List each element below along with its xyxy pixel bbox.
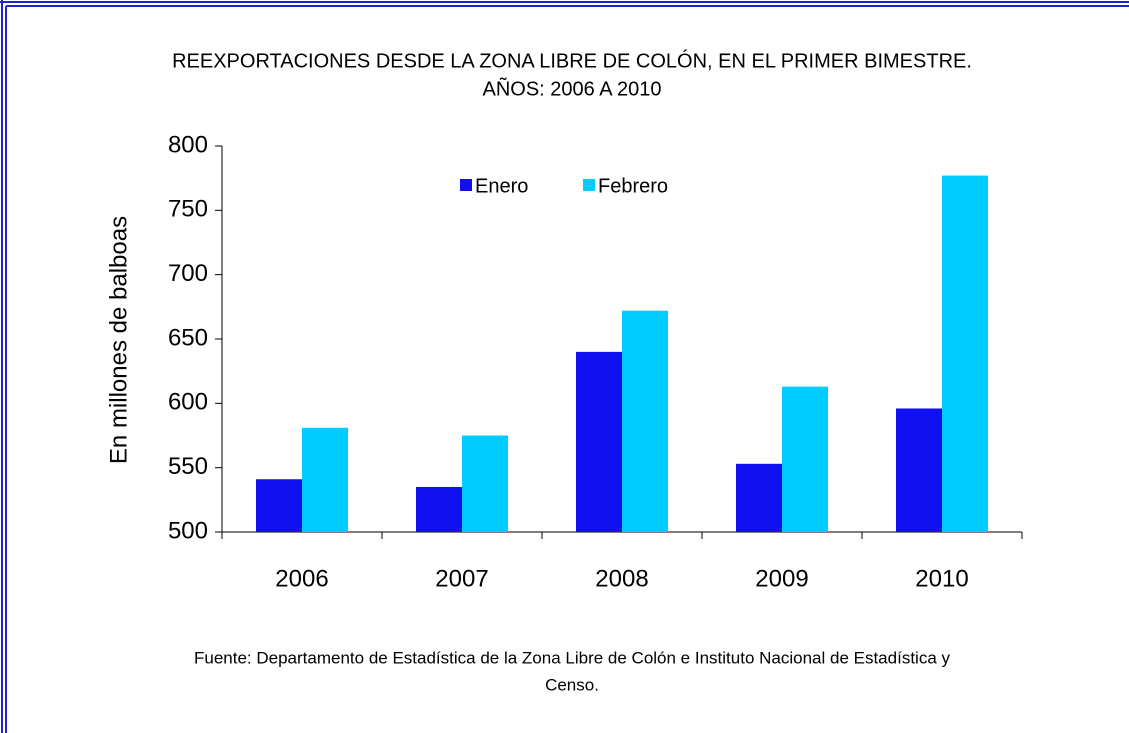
y-tick-label: 700 [168,260,208,287]
bar [622,310,668,532]
y-tick-label: 600 [168,389,208,416]
bar [462,435,508,532]
bar [736,463,782,532]
bar [416,486,462,532]
chart-title: AÑOS: 2006 A 2010 [482,76,661,100]
x-tick-label: 2010 [915,565,968,592]
bar [942,175,988,533]
bar [256,479,302,532]
y-tick-label: 500 [168,517,208,544]
bar [302,427,348,532]
chart-title: REEXPORTACIONES DESDE LA ZONA LIBRE DE C… [172,49,972,72]
x-tick-label: 2006 [275,565,328,592]
y-tick-label: 650 [168,324,208,351]
legend-swatch [460,179,472,191]
source-note: Fuente: Departamento de Estadística de l… [194,648,950,667]
x-tick-label: 2007 [435,565,488,592]
legend-label: Enero [475,175,528,197]
y-axis-label: En millones de balboas [105,216,132,464]
bar [896,408,942,532]
source-note: Censo. [545,675,599,694]
bar [576,351,622,532]
y-tick-label: 750 [168,196,208,223]
x-tick-label: 2008 [595,565,648,592]
legend-swatch [583,179,595,191]
bar [782,386,828,532]
legend-label: Febrero [598,175,668,197]
x-tick-label: 2009 [755,565,808,592]
y-tick-label: 550 [168,453,208,480]
y-tick-label: 800 [168,131,208,158]
